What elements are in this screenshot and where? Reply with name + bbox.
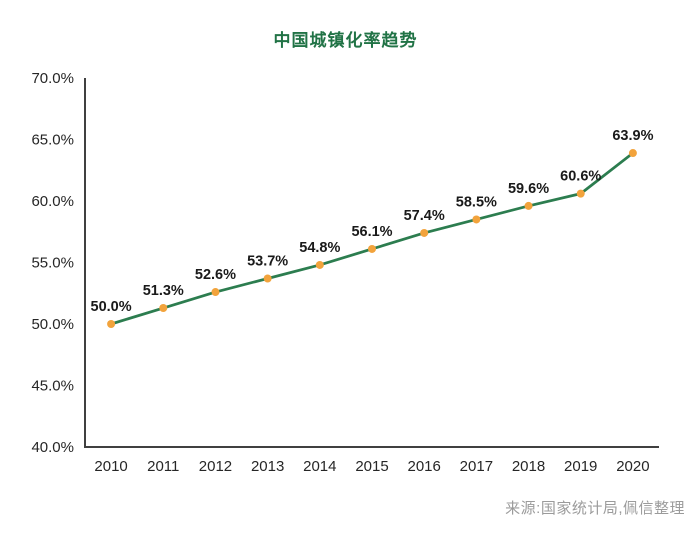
data-point-label: 59.6% (508, 181, 549, 197)
x-axis-tick-label: 2018 (512, 458, 545, 475)
data-point-label: 56.1% (351, 224, 392, 240)
data-point-label: 54.8% (299, 240, 340, 256)
x-axis-tick-label: 2013 (251, 458, 284, 475)
chart-title: 中国城镇化率趋势 (273, 31, 418, 50)
x-axis-tick-label: 2017 (460, 458, 493, 475)
data-point-marker (576, 189, 585, 198)
x-axis-tick-label: 2016 (407, 458, 440, 475)
data-point-marker (472, 215, 481, 224)
data-point-label: 58.5% (456, 194, 497, 210)
data-point-marker (107, 320, 116, 328)
x-axis-tick-label: 2012 (199, 458, 232, 475)
source-note: 来源:国家统计局,佩信整理 (505, 500, 685, 517)
data-point-marker (368, 244, 376, 253)
y-axis-tick-label: 65.0% (31, 132, 74, 149)
y-axis-tick-label: 50.0% (31, 316, 74, 333)
data-point-marker (263, 274, 272, 283)
data-point-label: 50.0% (91, 299, 132, 315)
data-point-label: 57.4% (404, 208, 445, 224)
data-point-label: 60.6% (560, 169, 601, 185)
x-axis-tick-label: 2010 (94, 458, 127, 475)
y-axis-tick-label: 70.0% (31, 70, 74, 87)
x-axis-tick-label: 2011 (147, 458, 179, 475)
data-point-label: 63.9% (612, 128, 653, 144)
y-axis-tick-label: 60.0% (31, 193, 74, 210)
data-point-marker (211, 288, 220, 297)
data-point-marker (420, 228, 429, 237)
x-axis-tick-label: 2014 (303, 458, 336, 475)
data-point-marker (628, 149, 637, 158)
data-point-marker (524, 201, 533, 210)
data-point-marker (159, 304, 168, 313)
y-axis-tick-label: 40.0% (31, 439, 74, 456)
axis-line (84, 78, 659, 448)
x-axis-tick-label: 2020 (616, 458, 649, 475)
y-axis-tick-label: 55.0% (31, 255, 74, 272)
data-point-marker (315, 260, 324, 269)
x-axis-tick-label: 2019 (564, 458, 597, 475)
data-point-label: 53.7% (247, 253, 288, 269)
y-axis-tick-label: 45.0% (31, 378, 74, 395)
x-axis-tick-label: 2015 (355, 458, 388, 475)
data-point-label: 51.3% (143, 283, 184, 299)
data-point-label: 52.6% (195, 267, 236, 283)
